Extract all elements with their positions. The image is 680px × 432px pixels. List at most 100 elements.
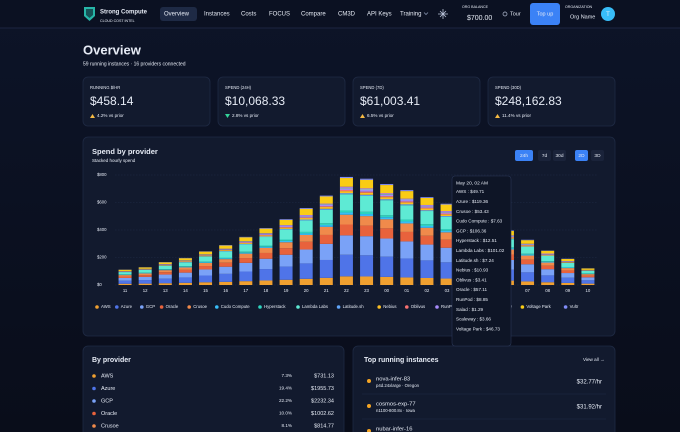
tooltip-row: Azure : $119.36 bbox=[456, 199, 489, 204]
legend-label[interactable]: Oracle bbox=[166, 304, 179, 309]
bar-segment bbox=[420, 260, 434, 278]
legend-swatch[interactable] bbox=[159, 305, 164, 309]
nav-tab[interactable]: API Keys bbox=[367, 12, 392, 18]
view-label[interactable]: 3D bbox=[594, 153, 601, 159]
nav-tab[interactable]: Training bbox=[400, 12, 421, 18]
legend-label[interactable]: RunPod bbox=[441, 304, 457, 309]
tour-button[interactable]: Tour bbox=[510, 11, 521, 17]
legend-swatch[interactable] bbox=[520, 305, 525, 309]
legend-swatch[interactable] bbox=[336, 305, 341, 309]
bar-segment bbox=[239, 253, 253, 259]
bar-segment bbox=[178, 277, 192, 283]
card-value: $61,003.41 bbox=[360, 94, 420, 108]
chevron bbox=[423, 12, 429, 16]
nav-tab[interactable]: Overview bbox=[164, 12, 190, 18]
instance-name: nova-infer-83 bbox=[376, 377, 410, 383]
legend-label[interactable]: Vultr bbox=[570, 304, 579, 309]
view-button[interactable] bbox=[575, 150, 588, 161]
bar-segment bbox=[199, 282, 213, 285]
range-button[interactable] bbox=[538, 150, 551, 161]
sparkle-icon[interactable] bbox=[438, 9, 448, 19]
legend-swatch[interactable] bbox=[563, 305, 568, 309]
bar-segment bbox=[360, 189, 374, 192]
legend-label[interactable]: Latitude.sh bbox=[343, 304, 365, 309]
bar-segment bbox=[158, 265, 172, 270]
range-button[interactable] bbox=[515, 150, 533, 161]
top-up-label[interactable]: Top up bbox=[537, 11, 554, 17]
bar-segment bbox=[561, 277, 575, 283]
bar-segment bbox=[158, 270, 172, 273]
bar-segment bbox=[239, 244, 253, 252]
bar-segment bbox=[360, 192, 374, 195]
bar-segment bbox=[360, 178, 374, 180]
bar-segment bbox=[178, 266, 192, 267]
legend-label[interactable]: AWS bbox=[101, 304, 111, 309]
legend-label[interactable]: Voltage Park bbox=[526, 304, 551, 309]
legend-swatch[interactable] bbox=[296, 305, 300, 309]
legend-label[interactable]: Crusoe bbox=[193, 304, 207, 309]
instance-price: $32.77/hr bbox=[577, 380, 602, 386]
nav-tab[interactable]: CM3D bbox=[338, 12, 356, 18]
view-label[interactable]: 2D bbox=[578, 153, 585, 159]
bar-segment bbox=[299, 263, 313, 279]
legend-label[interactable]: Cudo Compute bbox=[221, 304, 251, 309]
legend-swatch[interactable] bbox=[377, 305, 382, 309]
bar-segment bbox=[259, 228, 273, 229]
legend-label[interactable]: Nebius bbox=[383, 304, 396, 309]
bar-segment bbox=[420, 204, 434, 206]
bar-segment bbox=[178, 261, 192, 263]
org-name[interactable]: Org Name bbox=[570, 14, 595, 20]
bar-segment bbox=[440, 247, 454, 263]
bar-segment bbox=[158, 262, 172, 265]
legend-swatch[interactable] bbox=[258, 305, 262, 309]
legend-swatch[interactable] bbox=[115, 305, 119, 309]
range-button[interactable] bbox=[553, 150, 566, 161]
bar-segment bbox=[561, 282, 575, 285]
y-tick-label: $0 bbox=[97, 282, 102, 287]
legend-label[interactable]: GCP bbox=[146, 304, 155, 309]
bar-segment bbox=[239, 281, 253, 285]
legend-label[interactable]: Lambda Labs bbox=[302, 304, 328, 309]
legend-swatch[interactable] bbox=[215, 305, 219, 309]
bar-segment bbox=[521, 264, 535, 273]
legend-label[interactable]: Azure bbox=[121, 304, 133, 309]
bar-segment bbox=[541, 265, 555, 270]
legend-swatch[interactable] bbox=[405, 305, 409, 309]
bar-segment bbox=[279, 279, 293, 285]
bar-segment bbox=[178, 267, 192, 270]
nav-tab[interactable]: FOCUS bbox=[269, 12, 290, 18]
tab-active[interactable] bbox=[160, 7, 197, 21]
legend-label[interactable]: Oblivus bbox=[411, 304, 425, 309]
bar-segment bbox=[138, 283, 152, 285]
tooltip-row: Scaleway : $3.66 bbox=[456, 317, 491, 322]
bar-segment bbox=[158, 278, 172, 284]
range-label[interactable]: 24h bbox=[520, 153, 528, 159]
bar-segment bbox=[380, 185, 394, 194]
y-tick-label: $200 bbox=[97, 255, 107, 260]
legend-swatch[interactable] bbox=[95, 305, 99, 309]
nav-tab[interactable]: Instances bbox=[204, 12, 230, 18]
legend-label[interactable]: Hyperstack bbox=[264, 304, 286, 309]
view-all-link[interactable]: View all → bbox=[583, 357, 605, 362]
top-up-button[interactable] bbox=[530, 3, 560, 25]
avatar[interactable] bbox=[601, 7, 615, 21]
range-label[interactable]: 7d bbox=[542, 153, 548, 159]
bar-segment bbox=[138, 273, 152, 276]
bar-segment bbox=[521, 244, 535, 246]
bar-segment bbox=[541, 262, 555, 266]
nav-tab[interactable]: Compare bbox=[301, 12, 326, 18]
view-button[interactable] bbox=[591, 150, 604, 161]
range-label[interactable]: 30d bbox=[555, 153, 563, 159]
instance-name: cosmos-exp-77 bbox=[376, 402, 416, 408]
balance: $700.00 bbox=[467, 15, 492, 22]
provider-title: By provider bbox=[92, 357, 131, 364]
legend-swatch[interactable] bbox=[187, 305, 191, 309]
bar-segment bbox=[279, 266, 293, 280]
legend-swatch[interactable] bbox=[140, 305, 144, 309]
legend-swatch[interactable] bbox=[435, 305, 439, 309]
nav-tab[interactable]: Costs bbox=[241, 12, 256, 18]
bar-segment bbox=[360, 255, 374, 277]
x-tick-label: 02 bbox=[425, 288, 430, 293]
bar-segment bbox=[541, 254, 555, 256]
bar-segment bbox=[380, 199, 394, 201]
